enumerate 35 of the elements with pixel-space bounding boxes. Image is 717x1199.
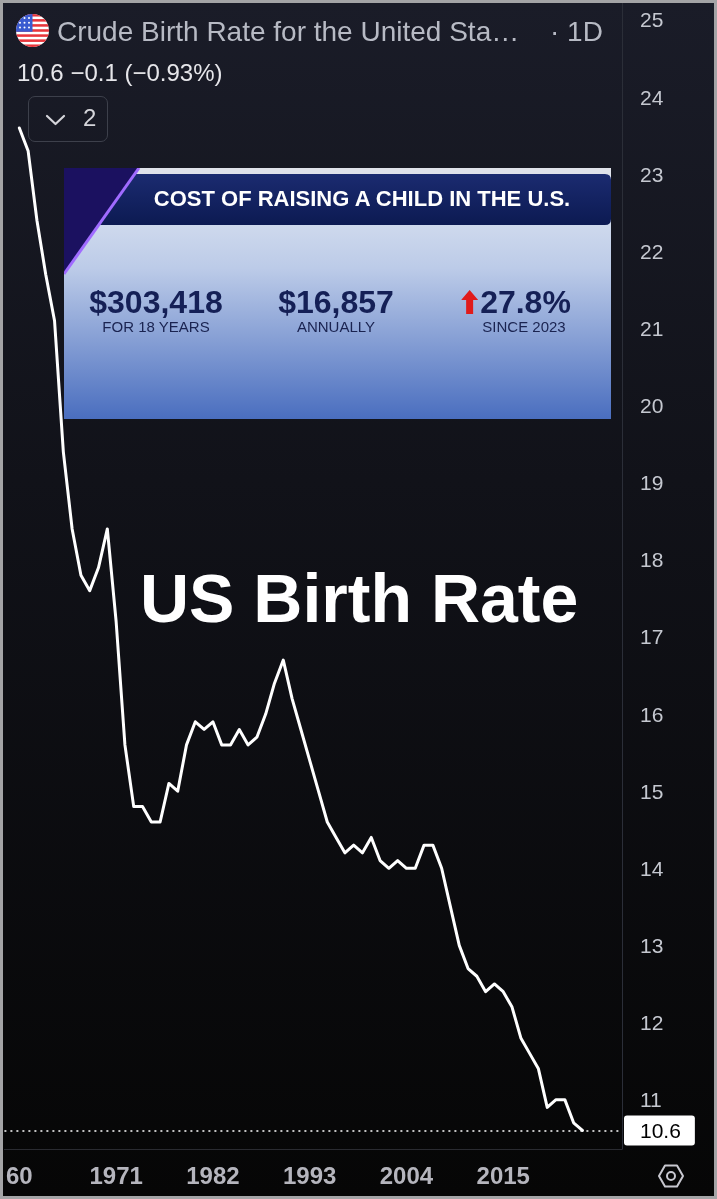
annotation: SINCE 2023 bbox=[482, 318, 566, 336]
y-tick-label: 11 bbox=[640, 1088, 662, 1112]
x-tick-label: 1993 bbox=[282, 1161, 337, 1189]
x-tick-label: 2015 bbox=[476, 1161, 530, 1189]
y-tick-label: 20 bbox=[640, 394, 664, 418]
y-tick-label: 19 bbox=[640, 471, 664, 495]
annotation: $303,418 bbox=[89, 283, 223, 321]
annotation: ANNUALLY bbox=[296, 318, 376, 336]
annotation: US Birth Rate bbox=[140, 559, 579, 638]
x-tick-label: 1971 bbox=[89, 1161, 143, 1189]
y-tick-label: 17 bbox=[640, 625, 664, 649]
y-tick-label: 16 bbox=[640, 702, 664, 726]
y-tick-label: 18 bbox=[640, 548, 664, 572]
y-tick-label: 23 bbox=[640, 162, 664, 186]
toggle-button: 2 bbox=[28, 96, 108, 142]
y-tick-label: 12 bbox=[640, 1011, 664, 1035]
text: Crude Birth Rate for the United Sta… bbox=[57, 15, 520, 49]
annotation: 2 bbox=[83, 103, 97, 133]
y-tick-label: 22 bbox=[640, 239, 664, 263]
annotation: $16,857 bbox=[278, 283, 394, 321]
y-tick-label: 13 bbox=[640, 933, 664, 957]
annotation: 27.8% bbox=[480, 283, 571, 321]
annotation: FOR 18 YEARS bbox=[102, 318, 210, 336]
annotation: COST OF RAISING A CHILD IN THE U.S. bbox=[153, 185, 571, 213]
y-tick-label: 15 bbox=[640, 779, 664, 803]
y-tick-label: 24 bbox=[640, 85, 664, 109]
annotation: · 1D bbox=[550, 15, 603, 49]
y-tick-label: 14 bbox=[640, 856, 664, 880]
x-tick-label: 60 bbox=[6, 1161, 33, 1189]
ref-line-label: 10.6 bbox=[640, 1118, 681, 1142]
x-tick-label: 2004 bbox=[379, 1161, 434, 1189]
y-tick-label: 25 bbox=[640, 8, 664, 32]
text: 10.6 −0.1 (−0.93%) bbox=[17, 58, 223, 88]
y-tick-label: 21 bbox=[640, 316, 664, 340]
x-tick-label: 1982 bbox=[186, 1161, 240, 1189]
